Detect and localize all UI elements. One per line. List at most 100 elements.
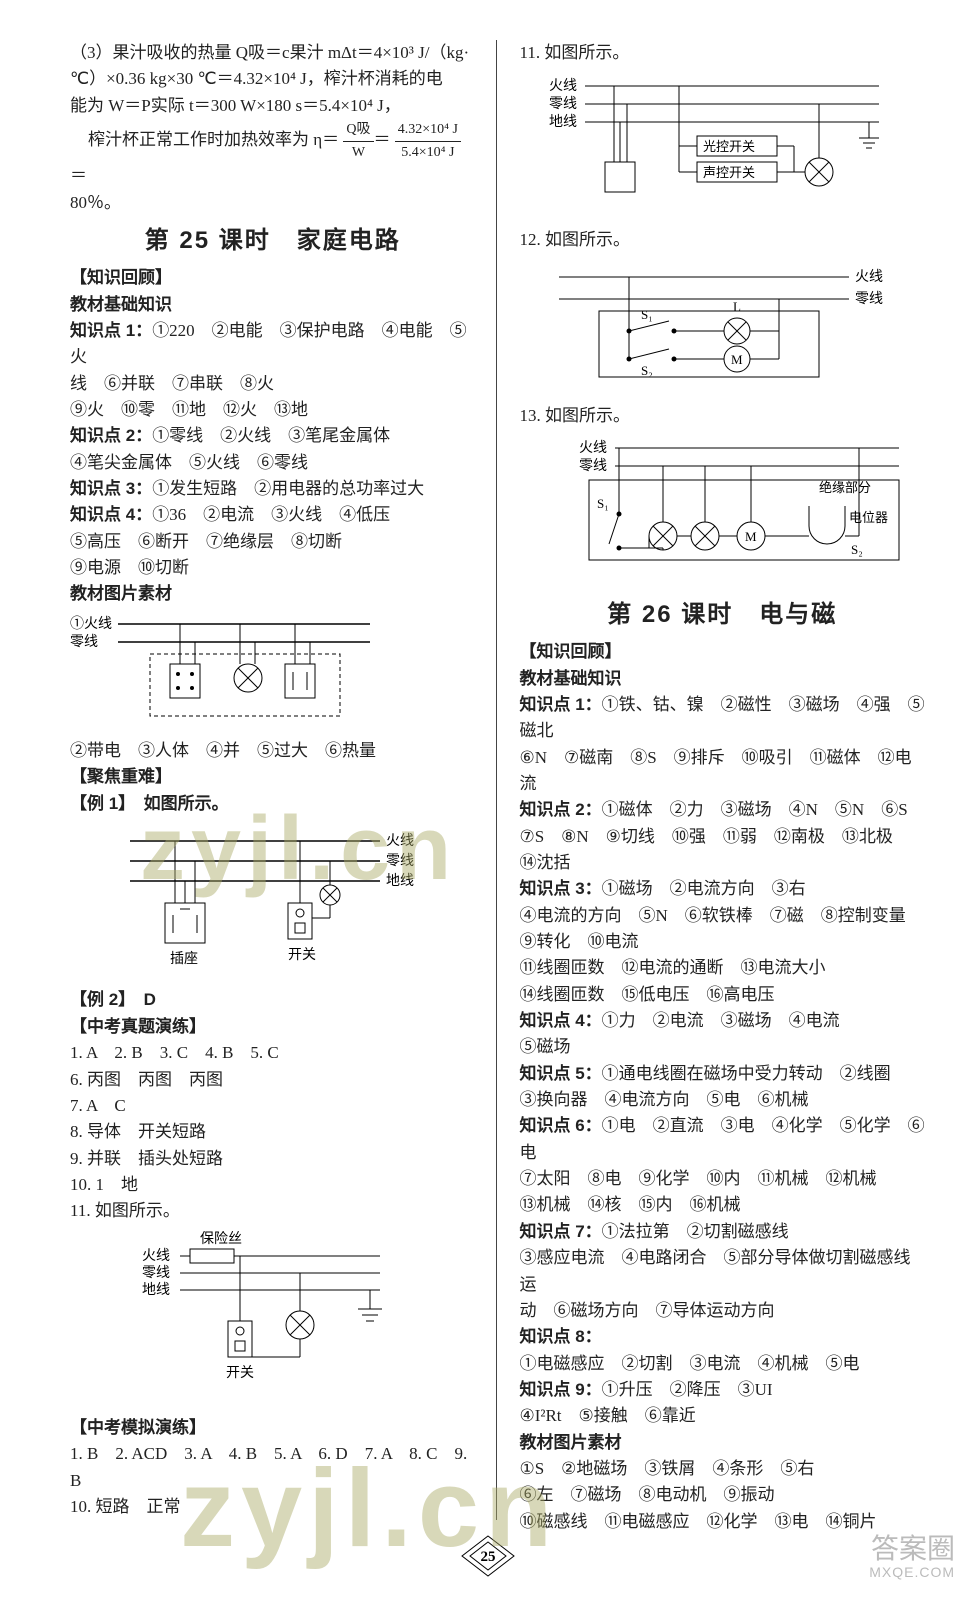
- diagram-13: 火线 零线 S₁: [519, 436, 919, 576]
- r-k8a: 知识点 8：: [519, 1324, 925, 1350]
- frac1-num: Q吸: [343, 119, 373, 142]
- diagB-switch-label: 开关: [288, 947, 316, 963]
- heading-moni: 【中考模拟演练】: [70, 1415, 476, 1441]
- r-k9b: ④I²Rt ⑤接触 ⑥靠近: [519, 1403, 925, 1429]
- diagram-a-household: ①火线 零线: [70, 614, 370, 724]
- heat-calc-l2: ℃）×0.36 kg×30 ℃＝4.32×10⁴ J，榨汁杯消耗的电: [70, 66, 476, 92]
- diagram-b-socket-switch: 火线 零线 地线 插座 开关: [70, 823, 430, 973]
- frac2-den: 5.4×10⁴ J: [395, 142, 461, 164]
- lesson26-title: 第 26 课时 电与磁: [519, 596, 925, 633]
- diagB-zero: 零线: [386, 853, 414, 869]
- picmat-line: ②带电 ③人体 ④并 ⑤过大 ⑥热量: [70, 738, 476, 764]
- d12-s2: S₂: [641, 363, 653, 378]
- r-heading-review: 【知识回顾】: [519, 639, 925, 665]
- k2-a: 知识点 2：①零线 ②火线 ③笔尾金属体: [70, 423, 476, 449]
- zt-7: 11. 如图所示。: [70, 1198, 476, 1224]
- k1-b: 线 ⑥并联 ⑦串联 ⑧火: [70, 371, 476, 397]
- heading-zhenti: 【中考真题演练】: [70, 1014, 476, 1040]
- r-k6c: ⑬机械 ⑭核 ⑮内 ⑯机械: [519, 1192, 925, 1218]
- example2: 【例 2】 D: [70, 987, 476, 1013]
- r-11: 11. 如图所示。: [519, 40, 925, 66]
- k4-a: 知识点 4：①36 ②电流 ③火线 ④低压: [70, 502, 476, 528]
- zt-1: 1. A 2. B 3. C 4. B 5. C: [70, 1040, 476, 1066]
- r-12: 12. 如图所示。: [519, 227, 925, 253]
- r-k3c: ⑨转化 ⑩电流: [519, 929, 925, 955]
- diagB-fire: 火线: [386, 833, 414, 849]
- page-number-badge: 25: [458, 1532, 518, 1580]
- diagC-ground: 地线: [142, 1282, 170, 1298]
- r-k2c: ⑭沈括: [519, 850, 925, 876]
- k1-a: 知识点 1：①220 ②电能 ③保护电路 ④电能 ⑤火: [70, 318, 476, 371]
- page: （3）果汁吸收的热量 Q吸＝c果汁 mΔt＝4×10³ J/（kg· ℃）×0.…: [0, 0, 975, 1520]
- r-k3b: ④电流的方向 ⑤N ⑥软铁棒 ⑦磁 ⑧控制变量: [519, 903, 925, 929]
- k2-b: ④笔尖金属体 ⑤火线 ⑥零线: [70, 450, 476, 476]
- r-pic1: ①S ②地磁场 ③铁屑 ④条形 ⑤右: [519, 1456, 925, 1482]
- heat-calc-l3: 能为 W＝P实际 t＝300 W×180 s＝5.4×10⁴ J，: [70, 93, 476, 119]
- r-k5a: 知识点 5：①通电线圈在磁场中受力转动 ②线圈: [519, 1061, 925, 1087]
- mn-2: 10. 短路 正常: [70, 1494, 476, 1520]
- heat-calc-l5: 80％。: [70, 190, 476, 216]
- logo-bottom: MXQE.COM: [869, 1565, 955, 1580]
- d12-fire: 火线: [855, 269, 883, 285]
- r-k7a: 知识点 7：①法拉第 ②切割磁感线: [519, 1219, 925, 1245]
- r-k7c: 动 ⑥磁场方向 ⑦导体运动方向: [519, 1298, 925, 1324]
- diagram-c-fuse-lamp: 保险丝 火线 零线 地线 开关: [70, 1231, 410, 1401]
- r-pic2: ⑥左 ⑦磁场 ⑧电动机 ⑨振动: [519, 1482, 925, 1508]
- heading-review: 【知识回顾】: [70, 265, 476, 291]
- frac1-den: W: [343, 142, 373, 164]
- diagC-switch-label: 开关: [226, 1365, 254, 1381]
- heading-focus: 【聚焦重难】: [70, 764, 476, 790]
- heading-base: 教材基础知识: [70, 292, 476, 318]
- d11-zero: 零线: [549, 96, 577, 112]
- d12-zero: 零线: [855, 291, 883, 307]
- site-logo: 答案圈 MXQE.COM: [869, 1534, 955, 1580]
- diagram-12: 火线 零线 S₁ L S₂ M: [519, 259, 899, 389]
- diagC-fire: 火线: [142, 1248, 170, 1264]
- diagB-socket-label: 插座: [170, 951, 198, 967]
- zt-5: 9. 并联 插头处短路: [70, 1146, 476, 1172]
- d13-fire: 火线: [579, 440, 607, 456]
- diagA-fire-label: ①火线: [70, 616, 112, 632]
- zt-4: 8. 导体 开关短路: [70, 1119, 476, 1145]
- d12-s1: S₁: [641, 307, 653, 322]
- r-k7b: ③感应电流 ④电路闭合 ⑤部分导体做切割磁感线运: [519, 1245, 925, 1298]
- heading-picmat: 教材图片素材: [70, 581, 476, 607]
- r-k3a: 知识点 3：①磁场 ②电流方向 ③右: [519, 876, 925, 902]
- fraction-1: Q吸 W: [343, 119, 373, 163]
- d11-fire: 火线: [549, 78, 577, 94]
- d11-sound-label: 声控开关: [703, 165, 755, 180]
- r-k2b: ⑦S ⑧N ⑨切线 ⑩强 ⑪弱 ⑫南极 ⑬北极: [519, 824, 925, 850]
- r-k1b: ⑥N ⑦磁南 ⑧S ⑨排斥 ⑩吸引 ⑪磁体 ⑫电流: [519, 745, 925, 798]
- page-number: 25: [480, 1549, 495, 1565]
- r-k1a: 知识点 1：①铁、钴、镍 ②磁性 ③磁场 ④强 ⑤磁北: [519, 692, 925, 745]
- frac2-num: 4.32×10⁴ J: [395, 119, 461, 142]
- k3: 知识点 3：①发生短路 ②用电器的总功率过大: [70, 476, 476, 502]
- r-k3e: ⑭线圈匝数 ⑮低电压 ⑯高电压: [519, 982, 925, 1008]
- d13-ins: 绝缘部分: [819, 480, 871, 495]
- r-heading-picmat: 教材图片素材: [519, 1430, 925, 1456]
- d13-zero: 零线: [579, 458, 607, 474]
- diagram-11: 火线 零线 地线 光控开关 声控开关: [519, 72, 899, 212]
- r-k6b: ⑦太阳 ⑧电 ⑨化学 ⑩内 ⑪机械 ⑫机械: [519, 1166, 925, 1192]
- r-13: 13. 如图所示。: [519, 403, 925, 429]
- d13-s1: S₁: [597, 496, 609, 511]
- zt-6: 10. 1 地: [70, 1172, 476, 1198]
- r-k8b: ①电磁感应 ②切割 ③电流 ④机械 ⑤电: [519, 1351, 925, 1377]
- zt-3: 7. A C: [70, 1093, 476, 1119]
- d11-ground: 地线: [549, 114, 577, 130]
- example1: 【例 1】 如图所示。: [70, 791, 476, 817]
- lesson25-title: 第 25 课时 家庭电路: [70, 222, 476, 259]
- diagA-zero-label: 零线: [70, 634, 98, 650]
- d13-M: M: [745, 529, 757, 544]
- r-k9a: 知识点 9：①升压 ②降压 ③UI: [519, 1377, 925, 1403]
- r-k4b: ⑤磁场: [519, 1034, 925, 1060]
- r-k4a: 知识点 4：①力 ②电流 ③磁场 ④电流: [519, 1008, 925, 1034]
- heat-calc-l4-pre: 榨汁杯正常工作时加热效率为 η＝: [70, 130, 339, 149]
- zt-2: 6. 丙图 丙图 丙图: [70, 1067, 476, 1093]
- d11-light-label: 光控开关: [703, 139, 755, 154]
- left-column: （3）果汁吸收的热量 Q吸＝c果汁 mΔt＝4×10³ J/（kg· ℃）×0.…: [70, 40, 496, 1520]
- r-k3d: ⑪线圈匝数 ⑫电流的通断 ⑬电流大小: [519, 955, 925, 981]
- k1-c: ⑨火 ⑩零 ⑪地 ⑫火 ⑬地: [70, 397, 476, 423]
- d13-pot: 电位器: [849, 510, 888, 525]
- k4-c: ⑨电源 ⑩切断: [70, 555, 476, 581]
